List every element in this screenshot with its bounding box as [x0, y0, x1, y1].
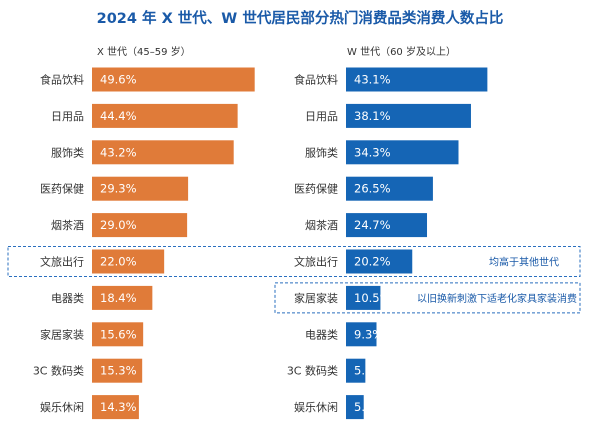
- bar-x-gen-5: [92, 249, 165, 274]
- value-label-w-gen-2: 34.3%: [354, 145, 391, 159]
- bar-w-gen-0: [346, 67, 488, 92]
- bar-w-gen-4: [346, 213, 428, 238]
- value-label-w-gen-5: 20.2%: [354, 255, 391, 269]
- travel-highlight-box: [7, 246, 581, 277]
- bar-w-gen-2: [346, 140, 459, 165]
- bar-w-gen-1: [346, 103, 471, 128]
- category-label-w-gen-4: 烟茶酒: [305, 218, 338, 232]
- value-label-x-gen-7: 15.6%: [100, 327, 137, 341]
- category-label-x-gen-7: 家居家装: [40, 327, 84, 341]
- category-label-x-gen-9: 娱乐休闲: [40, 400, 84, 414]
- category-label-x-gen-6: 电器类: [51, 291, 84, 305]
- value-label-w-gen-4: 24.7%: [354, 218, 391, 232]
- category-label-x-gen-5: 文旅出行: [40, 255, 84, 269]
- value-label-w-gen-1: 38.1%: [354, 109, 391, 123]
- value-label-x-gen-6: 18.4%: [100, 291, 137, 305]
- bar-x-gen-8: [92, 358, 143, 383]
- bar-w-gen-3: [346, 176, 433, 201]
- value-label-x-gen-2: 43.2%: [100, 145, 137, 159]
- bar-x-gen-3: [92, 176, 189, 201]
- bar-x-gen-4: [92, 213, 188, 238]
- category-label-w-gen-3: 医药保健: [294, 182, 338, 196]
- value-label-x-gen-0: 49.6%: [100, 73, 137, 87]
- right-chart-subtitle: W 世代（60 岁及以上）: [347, 47, 456, 58]
- category-label-w-gen-5: 文旅出行: [294, 255, 338, 269]
- category-label-x-gen-8: 3C 数码类: [33, 364, 84, 378]
- bar-w-gen-8: [346, 358, 366, 383]
- category-label-x-gen-3: 医药保健: [40, 182, 84, 196]
- category-label-x-gen-0: 食品饮料: [40, 73, 84, 87]
- value-label-x-gen-1: 44.4%: [100, 109, 137, 123]
- value-label-w-gen-7: 9.3%: [354, 327, 383, 341]
- value-label-w-gen-6: 10.5%: [354, 291, 391, 305]
- category-label-x-gen-4: 烟茶酒: [51, 218, 84, 232]
- home-highlight-box: [274, 282, 581, 314]
- bar-x-gen-9: [92, 395, 139, 420]
- category-label-x-gen-2: 服饰类: [51, 145, 84, 159]
- home-annotation: 以旧换新刺激下适老化家具家装消费: [417, 292, 577, 305]
- category-label-w-gen-9: 娱乐休闲: [294, 400, 338, 414]
- category-label-x-gen-1: 日用品: [51, 110, 84, 123]
- bar-w-gen-9: [346, 395, 364, 420]
- value-label-x-gen-9: 14.3%: [100, 400, 137, 414]
- category-label-w-gen-2: 服饰类: [305, 145, 338, 159]
- value-label-w-gen-9: 5.4%: [354, 400, 383, 414]
- category-label-w-gen-7: 电器类: [305, 327, 338, 341]
- value-label-w-gen-8: 5.9%: [354, 364, 383, 378]
- bar-w-gen-7: [346, 322, 377, 347]
- value-label-w-gen-0: 43.1%: [354, 73, 391, 87]
- category-label-w-gen-0: 食品饮料: [294, 73, 338, 87]
- bar-x-gen-0: [92, 67, 255, 92]
- chart-title: 2024 年 X 世代、W 世代居民部分热门消费品类消费人数占比: [96, 11, 504, 27]
- bar-w-gen-5: [346, 249, 413, 274]
- value-label-x-gen-8: 15.3%: [100, 364, 137, 378]
- category-label-w-gen-6: 家居家装: [294, 291, 338, 305]
- value-label-w-gen-3: 26.5%: [354, 182, 391, 196]
- bar-x-gen-2: [92, 140, 234, 165]
- bar-x-gen-7: [92, 322, 144, 347]
- value-label-x-gen-5: 22.0%: [100, 255, 137, 269]
- bar-x-gen-1: [92, 103, 238, 128]
- bar-w-gen-6: [346, 285, 381, 310]
- left-chart-subtitle: X 世代（45–59 岁）: [97, 47, 191, 58]
- value-label-x-gen-4: 29.0%: [100, 218, 137, 232]
- travel-annotation: 均高于其他世代: [489, 256, 559, 269]
- category-label-w-gen-8: 3C 数码类: [287, 364, 338, 378]
- category-label-w-gen-1: 日用品: [305, 110, 338, 123]
- value-label-x-gen-3: 29.3%: [100, 182, 137, 196]
- bar-x-gen-6: [92, 285, 153, 310]
